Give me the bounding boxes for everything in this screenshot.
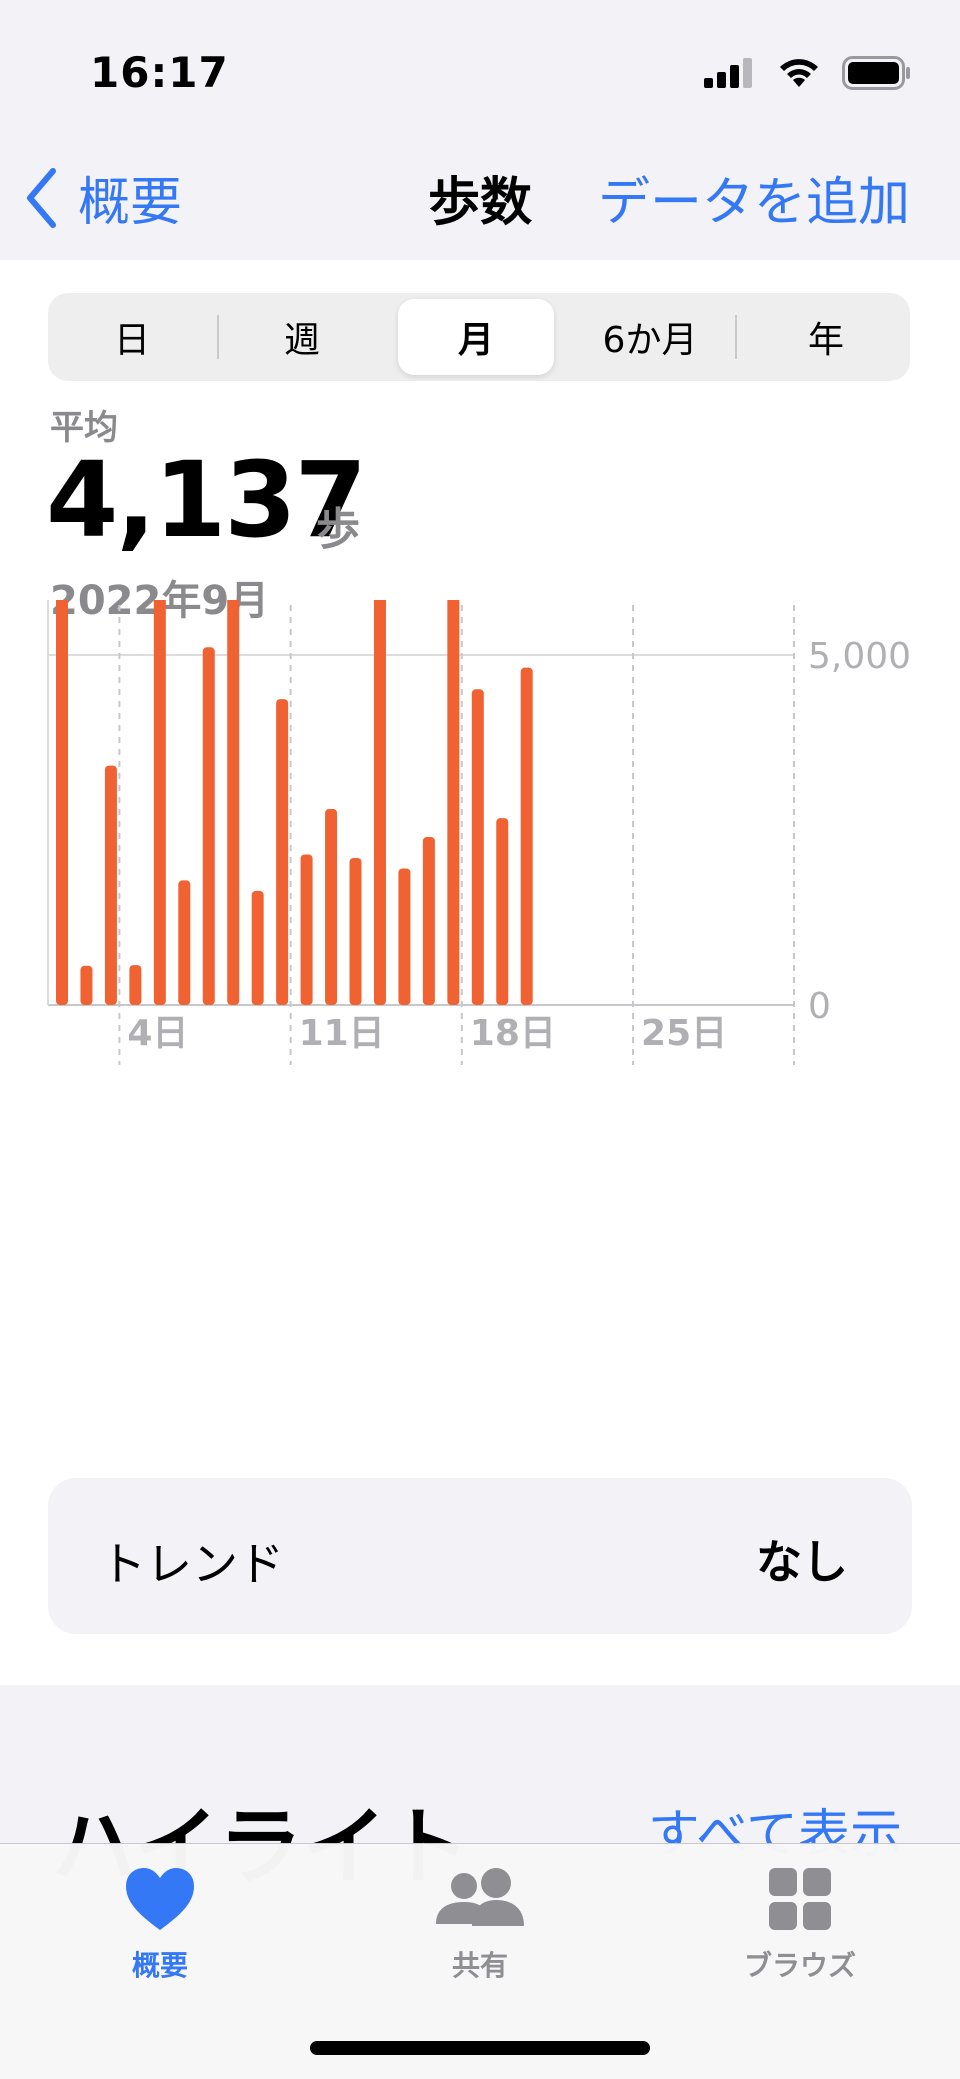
segment-week[interactable]: 週	[283, 320, 320, 361]
x-tick-label: 25日	[641, 1013, 727, 1054]
battery-icon	[842, 56, 910, 90]
day-bar	[227, 358, 240, 1005]
segment-divider	[735, 315, 737, 359]
status-time: 16:17	[90, 48, 229, 97]
day-bar	[300, 854, 313, 1005]
trend-row[interactable]: トレンド なし	[48, 1478, 912, 1634]
day-bar	[80, 965, 93, 1005]
wifi-icon	[780, 59, 818, 87]
tab-browse[interactable]: ブラウズ	[700, 1866, 900, 1984]
home-indicator	[310, 2041, 650, 2055]
x-tick-label: 11日	[299, 1013, 385, 1054]
day-bar	[496, 818, 509, 1005]
people-icon	[436, 1868, 524, 1926]
day-bar	[373, 421, 386, 1005]
tab-summary[interactable]: 概要	[60, 1866, 260, 1984]
y-tick-label: 5,000	[808, 636, 911, 677]
chevron-left-icon	[27, 167, 56, 228]
segment-month[interactable]: 月	[398, 299, 554, 375]
tab-summary-label: 概要	[131, 1949, 188, 1982]
day-bar	[104, 765, 117, 1005]
segment-divider	[217, 315, 219, 359]
back-label: 概要	[78, 173, 183, 233]
status-icons	[704, 56, 912, 90]
back-button[interactable]: 概要	[24, 160, 182, 235]
status-bar: 16:17	[0, 0, 960, 130]
day-bar	[422, 837, 435, 1005]
trend-value: なし	[756, 1535, 848, 1589]
x-tick-label: 4日	[127, 1013, 188, 1054]
average-unit: 歩	[316, 504, 360, 555]
day-bar	[276, 699, 289, 1005]
day-bar	[129, 965, 142, 1005]
average-value: 4,137	[46, 439, 367, 561]
tab-browse-label: ブラウズ	[743, 1949, 856, 1982]
day-bar	[520, 667, 533, 1005]
average-label: 平均	[50, 408, 118, 448]
day-bar	[325, 809, 338, 1005]
heart-icon	[126, 1868, 194, 1930]
cellular-signal-icon	[704, 58, 752, 88]
segment-year[interactable]: 年	[807, 320, 844, 361]
day-bar	[202, 647, 215, 1005]
period-segmented-control: 日 週 月 6か月 年	[48, 293, 910, 381]
grid-icon	[769, 1868, 831, 1930]
day-bar	[349, 858, 362, 1005]
segment-day[interactable]: 日	[113, 320, 150, 361]
add-data-button[interactable]: データを追加	[597, 173, 910, 233]
trend-label: トレンド	[100, 1537, 284, 1591]
day-bar	[153, 345, 166, 1006]
tab-sharing-label: 共有	[451, 1949, 508, 1982]
x-tick-label: 18日	[470, 1013, 556, 1054]
navigation-bar: 概要 歩数 データを追加	[0, 130, 960, 260]
day-bar	[471, 689, 484, 1005]
day-bar	[447, 361, 460, 1005]
y-tick-label: 0	[808, 986, 831, 1027]
tab-sharing[interactable]: 共有	[380, 1866, 580, 1984]
day-bar	[251, 890, 264, 1005]
segment-6-months[interactable]: 6か月	[602, 320, 698, 361]
day-bar	[398, 868, 411, 1005]
day-bar	[178, 880, 191, 1005]
steps-detail-card: 日 週 月 6か月 年 平均 4,137 歩 2022年9月 4日11日18日2…	[0, 260, 960, 1685]
day-bar	[56, 593, 68, 1005]
tab-bar: 概要 共有 ブラウズ	[0, 1843, 960, 2079]
